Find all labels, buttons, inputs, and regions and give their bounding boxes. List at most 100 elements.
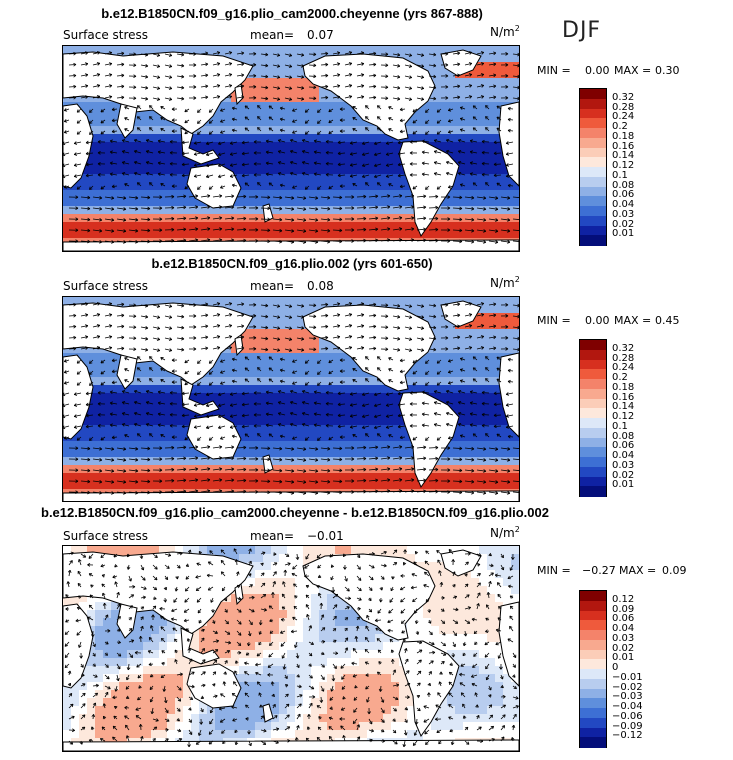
field-cell (135, 230, 143, 238)
field-cell (463, 602, 471, 610)
field-cell (375, 297, 383, 305)
field-cell (63, 473, 71, 481)
field-cell (223, 401, 231, 409)
vector-arrow (373, 163, 382, 168)
field-cell (127, 222, 135, 230)
field-cell (183, 230, 191, 238)
field-cell (295, 142, 303, 150)
vector-arrow (68, 313, 77, 318)
field-cell (375, 546, 383, 554)
vector-arrow (464, 51, 473, 55)
vector-arrow (404, 227, 415, 231)
field-cell (143, 118, 151, 126)
field-cell (463, 546, 471, 554)
vector-arrow (220, 119, 226, 123)
vector-arrow (488, 313, 497, 318)
field-cell (271, 297, 279, 305)
field-cell (471, 297, 479, 305)
field-cell (303, 361, 311, 369)
field-cell (111, 198, 119, 206)
vector-arrow (500, 85, 509, 89)
vector-arrow (284, 196, 295, 200)
field-cell (111, 409, 119, 417)
vector-arrow (507, 379, 514, 384)
vector-arrow (356, 205, 367, 210)
field-cell (247, 353, 255, 361)
field-cell (311, 54, 319, 62)
field-cell (471, 321, 479, 329)
vector-arrow (485, 116, 490, 121)
field-cell (183, 222, 191, 230)
vector-arrow (320, 195, 331, 200)
field-cell (279, 594, 287, 602)
field-cell (279, 393, 287, 401)
field-cell (343, 610, 351, 618)
field-cell (303, 305, 311, 313)
vector-arrow (152, 228, 163, 232)
vector-arrow (368, 205, 379, 210)
vector-arrow (356, 62, 365, 66)
field-cell (311, 198, 319, 206)
field-cell (487, 554, 495, 562)
vector-arrow (212, 346, 221, 350)
vector-arrow (92, 207, 103, 211)
field-cell (159, 134, 167, 142)
vector-arrow (373, 174, 382, 179)
field-cell (263, 222, 271, 230)
field-cell (255, 481, 263, 489)
field-cell (319, 586, 327, 594)
field-cell (447, 86, 455, 94)
vector-arrow (464, 457, 475, 462)
field-cell (295, 102, 303, 110)
vector-arrow (512, 207, 519, 209)
field-cell (103, 449, 111, 457)
field-cell (279, 190, 287, 198)
vector-arrow (308, 458, 319, 462)
vector-arrow (301, 389, 310, 394)
vector-arrow (140, 457, 151, 462)
field-cell (279, 409, 287, 417)
field-cell (463, 174, 471, 182)
field-cell (479, 94, 487, 102)
vector-arrow (440, 457, 451, 461)
vector-arrow (184, 359, 190, 364)
vector-arrow (488, 51, 497, 56)
colorbar-swatch (580, 176, 606, 187)
field-cell (215, 126, 223, 134)
field-cell (103, 190, 111, 198)
field-cell (487, 321, 495, 329)
field-cell (87, 166, 95, 174)
field-cell (495, 230, 503, 238)
field-cell (471, 86, 479, 94)
field-cell (495, 86, 503, 94)
vector-arrow (440, 336, 449, 340)
vector-arrow (356, 324, 365, 328)
vector-arrow (104, 324, 113, 328)
field-cell (135, 214, 143, 222)
field-cell (487, 369, 495, 377)
vector-arrow (388, 128, 394, 132)
vector-arrow (392, 227, 403, 231)
vector-arrow (507, 106, 514, 111)
field-cell (303, 449, 311, 457)
vector-arrow (472, 378, 478, 383)
vector-arrow (500, 74, 509, 78)
field-cell (455, 449, 463, 457)
field-cell (79, 594, 87, 602)
field-cell (191, 206, 199, 214)
field-cell (295, 449, 303, 457)
vector-arrow (104, 95, 113, 99)
vector-arrow (217, 425, 226, 430)
field-cell (215, 457, 223, 465)
vector-arrow (476, 302, 485, 306)
vector-arrow (85, 424, 94, 429)
field-cell (423, 134, 431, 142)
field-cell (415, 377, 423, 385)
field-cell (111, 158, 119, 166)
field-cell (247, 457, 255, 465)
field-cell (511, 562, 519, 570)
vector-arrow (224, 84, 233, 88)
vector-arrow (421, 423, 430, 428)
field-cell (223, 361, 231, 369)
field-cell (471, 158, 479, 166)
